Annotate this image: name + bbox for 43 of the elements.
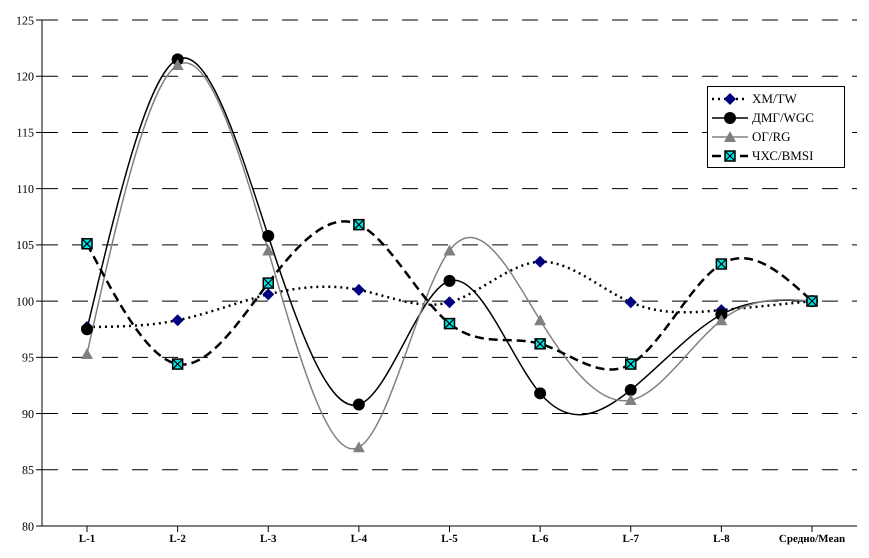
legend-label: ОГ/RG [752,128,791,146]
x-tick-label: L-1 [78,532,96,545]
y-tick-label: 80 [22,519,34,534]
point [534,314,546,326]
point [534,256,546,268]
x-tick-label: L-2 [169,532,186,545]
y-tick-label: 100 [16,294,34,308]
x-tick-label: L-7 [622,532,640,545]
x-tick-label: L-6 [532,532,549,545]
point [715,314,728,326]
point [444,274,456,287]
point [624,394,637,406]
point [172,58,184,70]
x-tick-label: L-3 [260,532,277,545]
legend-label: ЧХС/BMSI [752,147,814,165]
point [352,284,365,296]
point [352,398,365,411]
legend-label: ДМГ/WGC [752,109,814,127]
point [352,441,365,452]
point [444,244,456,256]
y-tick-label: 105 [16,238,34,252]
point [262,244,274,256]
point [262,230,274,242]
point [81,348,93,359]
y-tick-label: 95 [22,350,34,365]
y-tick-label: 125 [16,13,34,28]
x-tick-label: Средно/Mean [778,532,846,545]
y-tick-label: 85 [22,463,34,478]
point [262,288,274,300]
x-tick-label: L-4 [350,532,368,545]
point [81,323,93,336]
y-tick-label: 90 [22,406,34,421]
point [624,384,637,396]
y-tick-label: 115 [16,126,34,140]
legend-label: ХМ/TW [752,90,797,108]
point [172,314,184,326]
y-tick-label: 110 [16,182,34,196]
y-tick-label: 120 [16,69,34,84]
point [534,387,546,400]
x-tick-label: L-5 [441,532,458,545]
point [624,296,637,308]
x-tick-label: L-8 [713,532,730,545]
point [444,296,456,308]
